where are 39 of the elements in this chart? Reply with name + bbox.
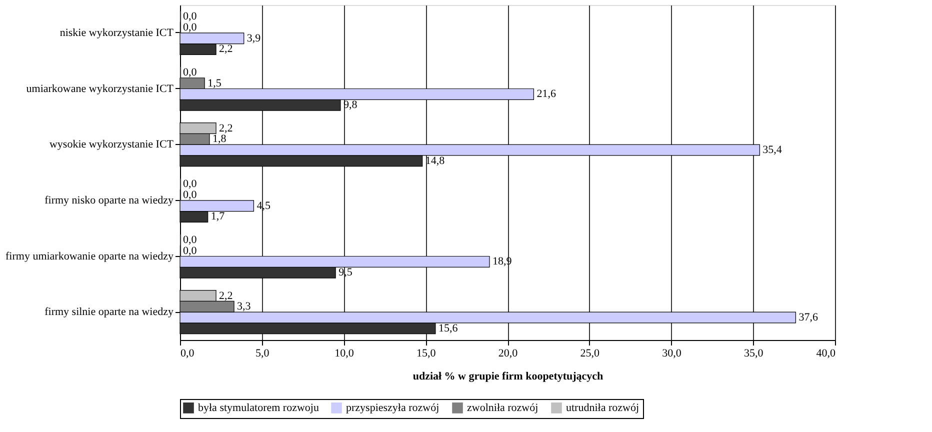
x-tick-label: 5,0 — [256, 348, 270, 360]
legend-label: była stymulatorem rozwoju — [198, 402, 320, 414]
data-label: 1,8 — [212, 133, 227, 146]
x-tick-label: 25,0 — [580, 348, 600, 360]
data-label: 35,4 — [762, 144, 782, 156]
y-tick-label: wysokie wykorzystanie ICT — [49, 138, 174, 151]
x-tick-label: 0,0 — [180, 348, 195, 360]
data-label: 3,9 — [246, 32, 262, 44]
data-label: 0,0 — [183, 188, 198, 201]
legend-label: zwolniła rozwój — [467, 402, 538, 414]
y-tick-label: firmy umiarkowanie oparte na wiedzy — [6, 250, 174, 262]
data-label: 1,5 — [208, 77, 222, 90]
legend-label: utrudniła rozwój — [566, 402, 640, 414]
data-label: 2,2 — [219, 122, 233, 134]
data-label: 0,0 — [183, 178, 198, 190]
data-label: 15,6 — [438, 322, 458, 334]
x-tick-label: 15,0 — [416, 348, 436, 360]
y-tick-label: firmy nisko oparte na wiedzy — [44, 194, 174, 206]
data-label: 21,6 — [536, 88, 556, 100]
data-label: 1,7 — [210, 210, 226, 223]
data-label: 2,2 — [219, 43, 233, 56]
data-label: 2,2 — [219, 290, 233, 302]
x-tick-label: 30,0 — [662, 348, 682, 360]
x-tick-label: 40,0 — [816, 348, 836, 360]
data-label: 0,0 — [183, 244, 198, 257]
data-label: 0,0 — [183, 10, 198, 23]
y-tick-label: umiarkowane wykorzystanie ICT — [26, 82, 174, 95]
x-tick-label: 10,0 — [334, 348, 354, 360]
y-tick-label: niskie wykorzystanie ICT — [60, 26, 174, 39]
x-tick-label: 35,0 — [744, 348, 764, 360]
x-axis-title: udział % w grupie firm koopetytujących — [412, 370, 604, 382]
data-label: 0,0 — [183, 234, 198, 246]
data-label: 37,6 — [798, 312, 818, 324]
x-tick-label: 20,0 — [498, 348, 518, 360]
data-label: 0,0 — [183, 21, 198, 34]
legend-label: przyspieszyła rozwój — [346, 402, 440, 414]
y-tick-label: firmy silnie oparte na wiedzy — [44, 306, 174, 318]
data-label: 0,0 — [183, 66, 198, 78]
data-label: 3,3 — [237, 300, 252, 313]
